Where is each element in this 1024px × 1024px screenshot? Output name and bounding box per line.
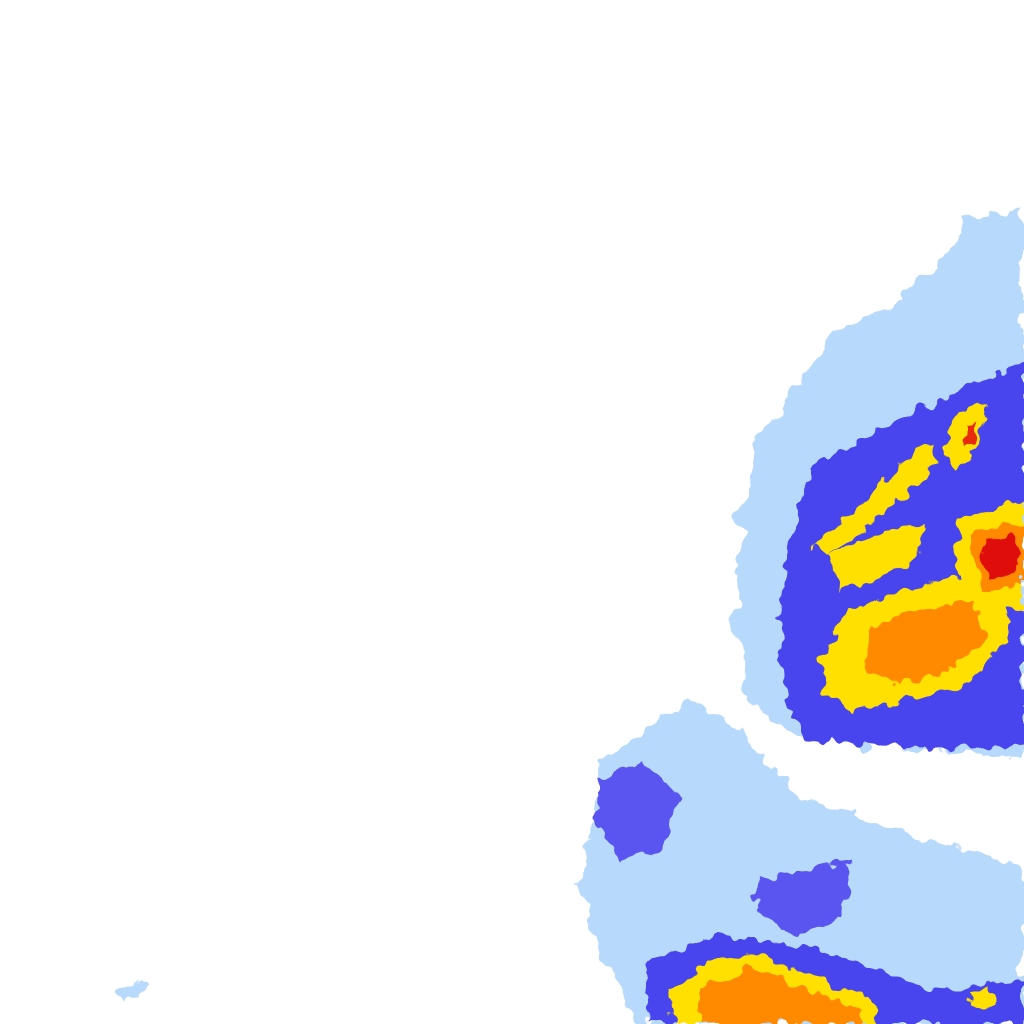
light-area xyxy=(580,700,1024,1024)
intense-precipitation xyxy=(700,420,1024,1024)
intense-area xyxy=(700,968,865,1024)
extreme-area xyxy=(980,535,1020,580)
extreme-area xyxy=(962,420,978,448)
moderate-area xyxy=(595,760,680,860)
moderate-area xyxy=(755,860,850,935)
heavy-area xyxy=(830,525,925,590)
intense-area xyxy=(865,600,985,685)
heavy-spot xyxy=(970,988,994,1006)
light-spot xyxy=(120,980,142,1000)
heavy-streak xyxy=(815,445,935,555)
